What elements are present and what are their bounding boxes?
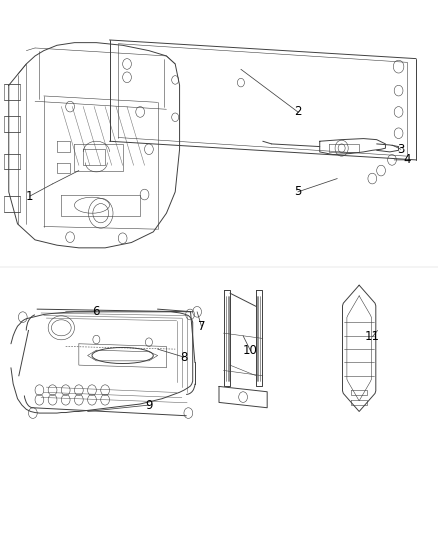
FancyBboxPatch shape bbox=[4, 116, 20, 132]
Text: 6: 6 bbox=[92, 305, 100, 318]
FancyBboxPatch shape bbox=[4, 196, 20, 212]
Text: 2: 2 bbox=[294, 106, 302, 118]
Text: 8: 8 bbox=[180, 351, 187, 364]
Text: 5: 5 bbox=[294, 185, 301, 198]
Text: 11: 11 bbox=[365, 330, 380, 343]
Text: 7: 7 bbox=[198, 320, 205, 333]
Text: 3: 3 bbox=[397, 143, 404, 156]
Text: 1: 1 bbox=[26, 190, 34, 203]
Text: 4: 4 bbox=[403, 154, 411, 166]
Text: 10: 10 bbox=[243, 344, 258, 357]
Text: 9: 9 bbox=[145, 399, 153, 411]
FancyBboxPatch shape bbox=[4, 154, 20, 169]
FancyBboxPatch shape bbox=[4, 84, 20, 100]
